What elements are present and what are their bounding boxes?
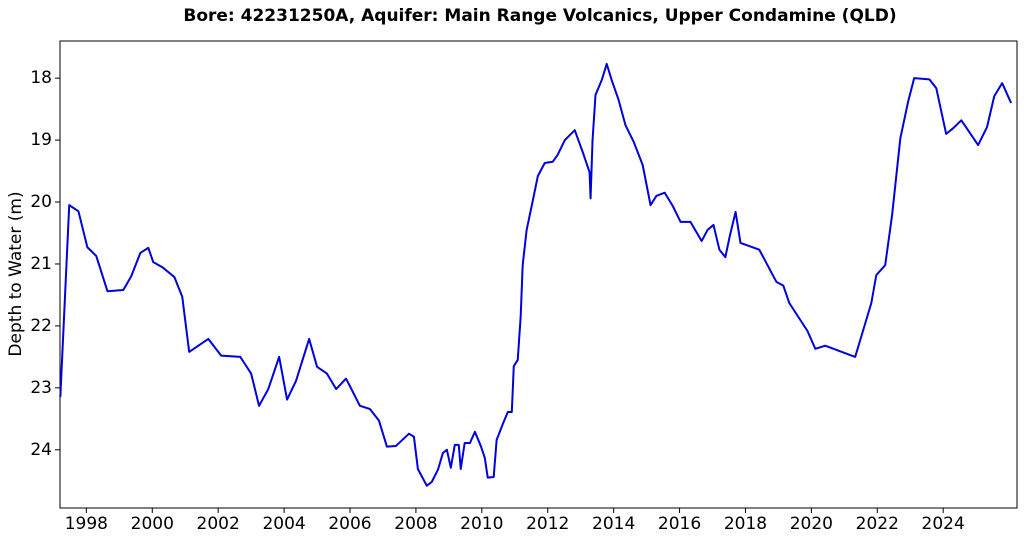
y-tick-label: 20: [30, 192, 52, 212]
x-tick-label: 2022: [856, 514, 899, 534]
x-tick-label: 2010: [460, 514, 503, 534]
x-tick-label: 2002: [197, 514, 240, 534]
y-tick-label: 19: [30, 130, 52, 150]
x-tick-label: 1998: [65, 514, 108, 534]
x-tick-label: 2012: [526, 514, 569, 534]
x-tick-label: 2004: [262, 514, 305, 534]
x-tick-label: 2020: [790, 514, 833, 534]
y-tick-label: 23: [30, 378, 52, 398]
y-axis-label: Depth to Water (m): [6, 191, 26, 356]
x-tick-label: 2014: [592, 514, 635, 534]
x-tick-label: 2006: [328, 514, 371, 534]
chart-title: Bore: 42231250A, Aquifer: Main Range Vol…: [183, 6, 896, 26]
plot-frame: [59, 40, 1018, 509]
x-tick-label: 2018: [724, 514, 767, 534]
data-line: [59, 62, 1012, 487]
y-tick-label: 21: [30, 254, 52, 274]
x-tick-label: 2024: [922, 514, 965, 534]
y-tick-label: 22: [30, 316, 52, 336]
y-tick-label: 24: [30, 440, 52, 460]
x-tick-label: 2008: [394, 514, 437, 534]
y-tick-label: 18: [30, 68, 52, 88]
x-tick-label: 2016: [658, 514, 701, 534]
x-tick-label: 2000: [131, 514, 174, 534]
